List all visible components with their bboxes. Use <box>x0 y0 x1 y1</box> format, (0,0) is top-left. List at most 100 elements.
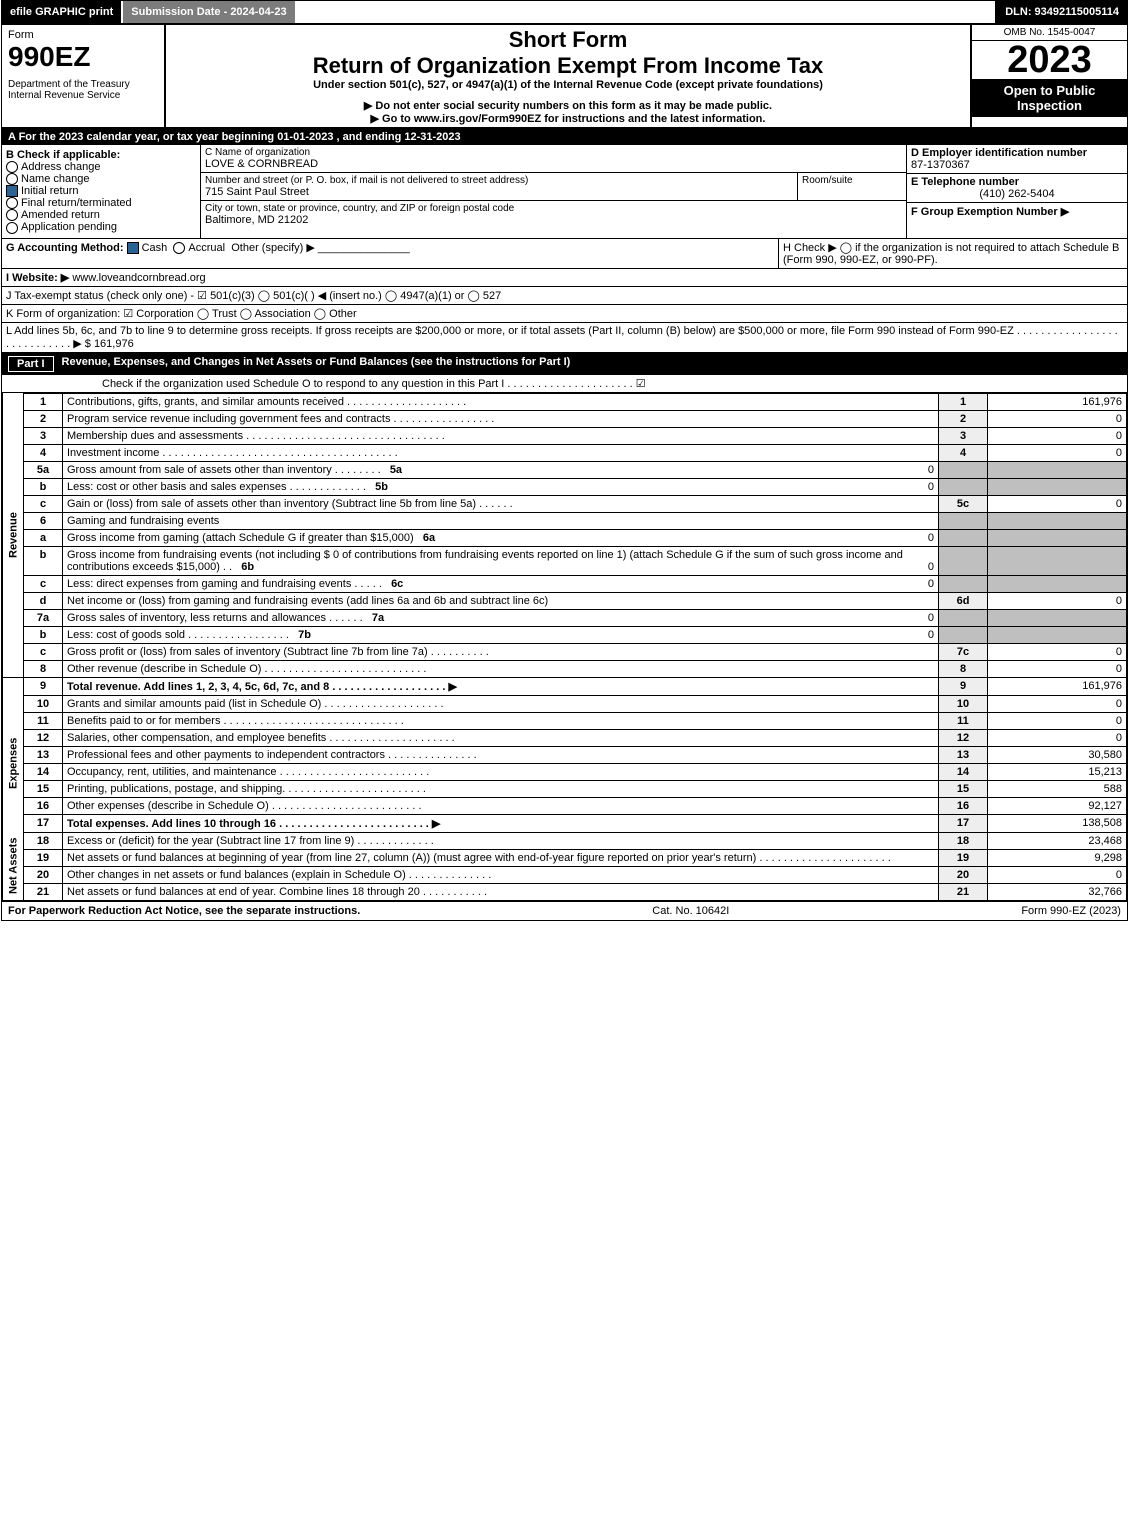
l10-text: Grants and similar amounts paid (list in… <box>63 695 939 712</box>
l6-shade2 <box>988 512 1127 529</box>
amended-return[interactable]: Amended return <box>6 209 196 221</box>
l7b-sn: 7b <box>298 629 311 641</box>
l11-text: Benefits paid to or for members . . . . … <box>63 712 939 729</box>
header-left: Form 990EZ Department of the Treasury In… <box>2 25 166 127</box>
l14-rn: 14 <box>939 763 988 780</box>
k-text: K Form of organization: ☑ Corporation ◯ … <box>2 305 361 322</box>
addr-change[interactable]: Address change <box>6 161 196 173</box>
l3-rn: 3 <box>939 427 988 444</box>
l6-shade <box>939 512 988 529</box>
accrual-radio[interactable] <box>173 242 185 254</box>
ein-label: D Employer identification number <box>911 147 1123 159</box>
form-number: 990EZ <box>8 41 158 73</box>
box-h: H Check ▶ ◯ if the organization is not r… <box>778 239 1127 268</box>
street-label: Number and street (or P. O. box, if mail… <box>205 175 793 186</box>
l6d-rn: 6d <box>939 592 988 609</box>
l7a-shade2 <box>988 609 1127 626</box>
l6b-shade <box>939 546 988 575</box>
org-name: LOVE & CORNBREAD <box>205 158 902 170</box>
l5c-num: c <box>24 495 63 512</box>
l1-text: Contributions, gifts, grants, and simila… <box>63 393 939 410</box>
box-c: C Name of organization LOVE & CORNBREAD … <box>201 145 906 238</box>
short-form-title: Short Form <box>170 27 966 53</box>
l19-rn: 19 <box>939 849 988 866</box>
main-title: Return of Organization Exempt From Incom… <box>170 53 966 79</box>
l7a-num: 7a <box>24 609 63 626</box>
boxes-gh: G Accounting Method: Cash Accrual Other … <box>2 239 1127 269</box>
box-b: B Check if applicable: Address change Na… <box>2 145 201 238</box>
footer-left: For Paperwork Reduction Act Notice, see … <box>8 905 360 917</box>
l12-val: 0 <box>988 729 1127 746</box>
box-k: K Form of organization: ☑ Corporation ◯ … <box>2 305 1127 323</box>
box-g: G Accounting Method: Cash Accrual Other … <box>2 239 778 268</box>
l5c-rn: 5c <box>939 495 988 512</box>
l6d-text: Net income or (loss) from gaming and fun… <box>63 592 939 609</box>
netassets-vtab: Net Assets <box>3 832 24 900</box>
l13-rn: 13 <box>939 746 988 763</box>
addr-change-label: Address change <box>21 161 101 173</box>
boxes-bcd: B Check if applicable: Address change Na… <box>2 145 1127 239</box>
l-amount: 161,976 <box>94 338 134 350</box>
l6c-num: c <box>24 575 63 592</box>
l5c-text: Gain or (loss) from sale of assets other… <box>63 495 939 512</box>
part1-title: Revenue, Expenses, and Changes in Net As… <box>62 356 571 372</box>
l2-rn: 2 <box>939 410 988 427</box>
l6c-sn: 6c <box>391 578 403 590</box>
l6a-sv: 0 <box>928 532 934 544</box>
initial-return[interactable]: Initial return <box>6 185 196 197</box>
l14-num: 14 <box>24 763 63 780</box>
l13-num: 13 <box>24 746 63 763</box>
l4-val: 0 <box>988 444 1127 461</box>
l5b-text: Less: cost or other basis and sales expe… <box>67 481 366 493</box>
l3-val: 0 <box>988 427 1127 444</box>
submission-date: Submission Date - 2024-04-23 <box>123 1 296 23</box>
l13-text: Professional fees and other payments to … <box>63 746 939 763</box>
final-return[interactable]: Final return/terminated <box>6 197 196 209</box>
box-l: L Add lines 5b, 6c, and 7b to line 9 to … <box>2 323 1127 353</box>
form-label: Form <box>8 29 158 41</box>
l18-val: 23,468 <box>988 832 1127 849</box>
l1-val: 161,976 <box>988 393 1127 410</box>
l5a-num: 5a <box>24 461 63 478</box>
l-text: L Add lines 5b, 6c, and 7b to line 9 to … <box>6 325 1118 350</box>
l7a-sn: 7a <box>372 612 384 624</box>
l20-val: 0 <box>988 866 1127 883</box>
l2-val: 0 <box>988 410 1127 427</box>
l8-rn: 8 <box>939 660 988 677</box>
city-label: City or town, state or province, country… <box>205 203 902 214</box>
tel-label: E Telephone number <box>911 176 1123 188</box>
efile-print-button[interactable]: efile GRAPHIC print <box>2 1 123 23</box>
cash-check[interactable] <box>127 242 139 254</box>
app-pending[interactable]: Application pending <box>6 221 196 233</box>
goto-link[interactable]: ▶ Go to www.irs.gov/Form990EZ for instru… <box>170 112 966 125</box>
l6a-sn: 6a <box>423 532 435 544</box>
accrual-label: Accrual <box>188 242 225 254</box>
l12-rn: 12 <box>939 729 988 746</box>
tax-year: 2023 <box>972 41 1127 79</box>
box-b-label: B Check if applicable: <box>6 149 196 161</box>
l15-rn: 15 <box>939 780 988 797</box>
l21-val: 32,766 <box>988 883 1127 900</box>
l7b-num: b <box>24 626 63 643</box>
l17-val: 138,508 <box>988 814 1127 832</box>
dept-label: Department of the Treasury <box>8 79 158 90</box>
l6a-shade <box>939 529 988 546</box>
l7b-sv: 0 <box>928 629 934 641</box>
l6a-num: a <box>24 529 63 546</box>
under-section: Under section 501(c), 527, or 4947(a)(1)… <box>170 79 966 91</box>
l15-val: 588 <box>988 780 1127 797</box>
l6b-sv: 0 <box>928 561 934 573</box>
l9-num: 9 <box>24 677 63 695</box>
l7b-text: Less: cost of goods sold . . . . . . . .… <box>67 629 289 641</box>
amended-return-label: Amended return <box>21 209 100 221</box>
name-change[interactable]: Name change <box>6 173 196 185</box>
l4-text: Investment income . . . . . . . . . . . … <box>63 444 939 461</box>
revenue-vtab: Revenue <box>3 393 24 677</box>
l8-val: 0 <box>988 660 1127 677</box>
part1-check-text: Check if the organization used Schedule … <box>2 375 650 392</box>
l7c-rn: 7c <box>939 643 988 660</box>
dln-label: DLN: 93492115005114 <box>995 1 1127 23</box>
website-link[interactable]: www.loveandcornbread.org <box>72 272 205 284</box>
form-page: efile GRAPHIC print Submission Date - 20… <box>1 0 1128 921</box>
l10-val: 0 <box>988 695 1127 712</box>
